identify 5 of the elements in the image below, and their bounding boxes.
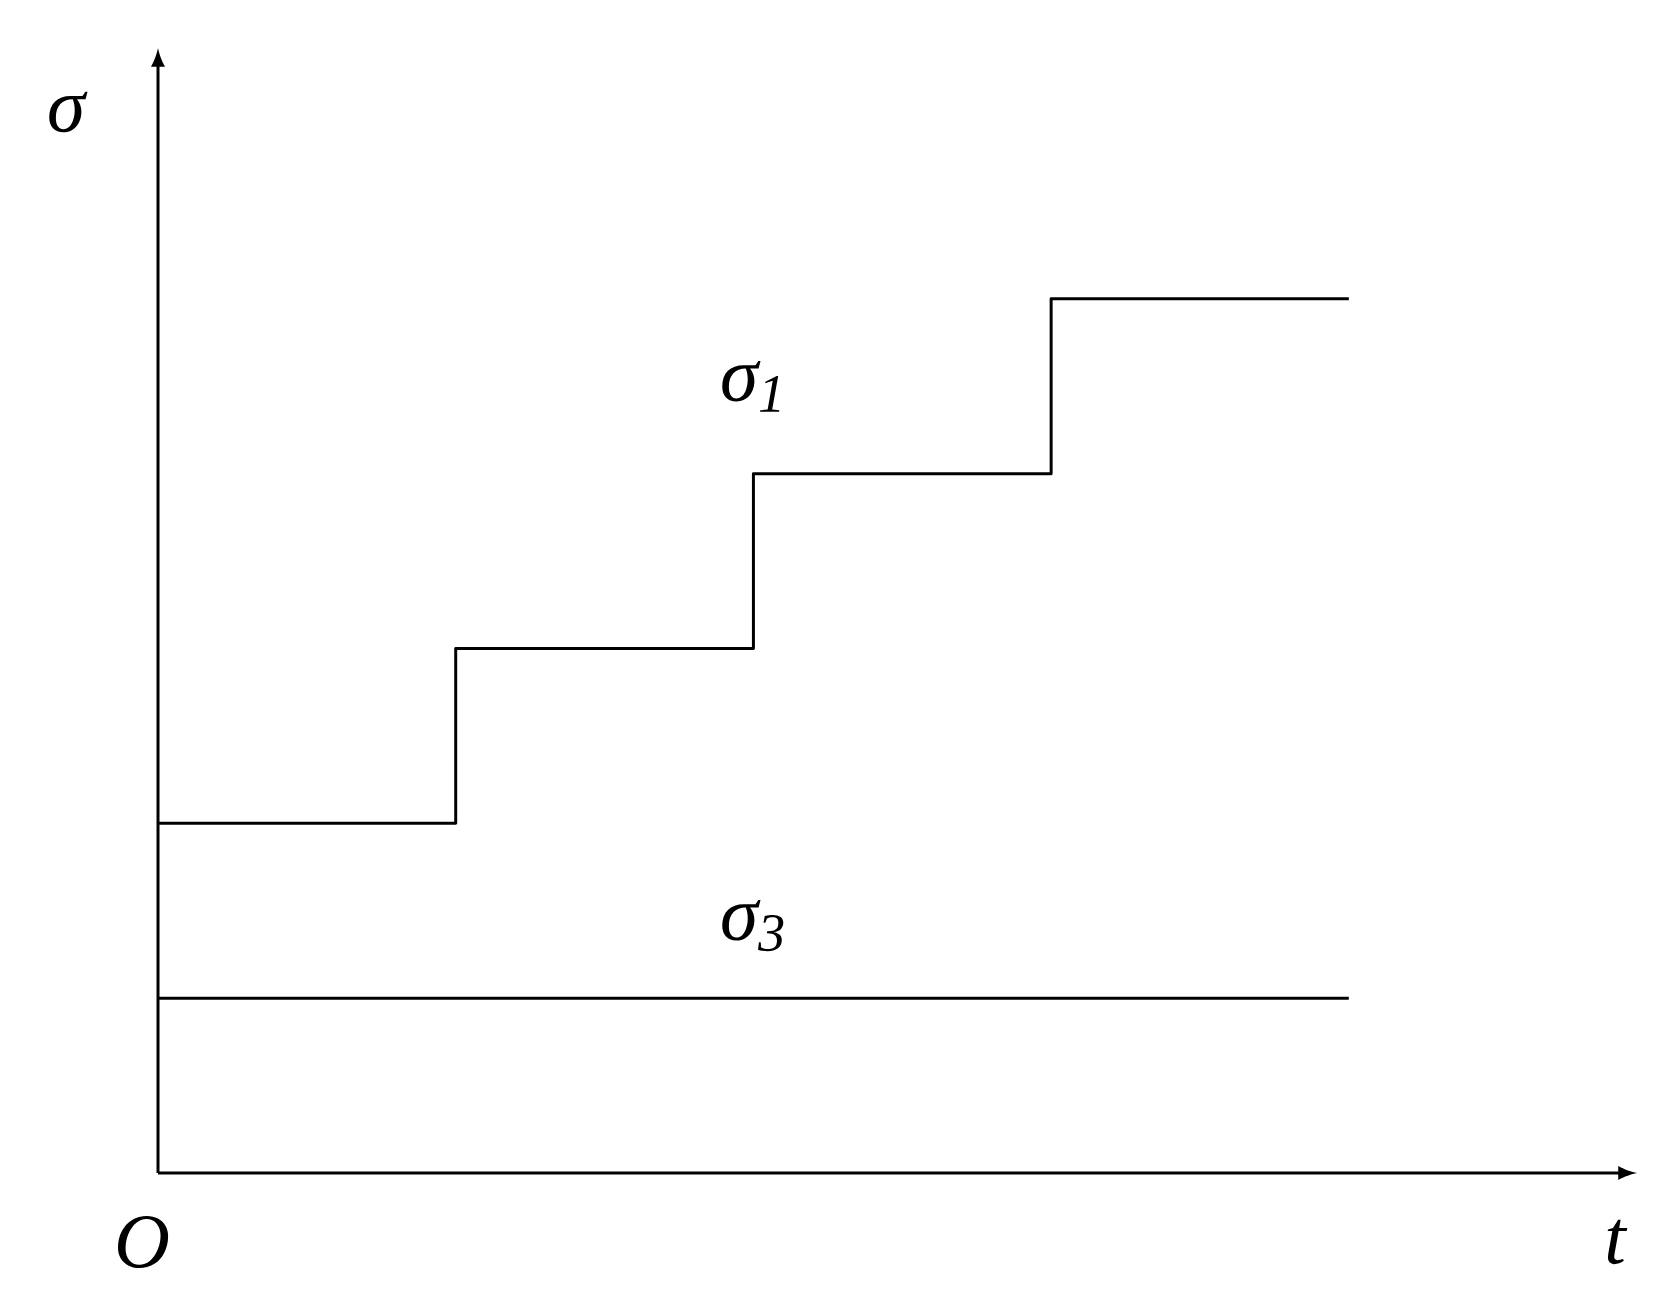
x-axis-title: t: [1607, 1219, 1628, 1265]
text: O: [118, 1216, 169, 1268]
y-axis-title: σ: [49, 91, 88, 133]
series-label: σ$_{1}$: [722, 360, 780, 412]
series-label: σ$_{3}$: [722, 899, 784, 952]
